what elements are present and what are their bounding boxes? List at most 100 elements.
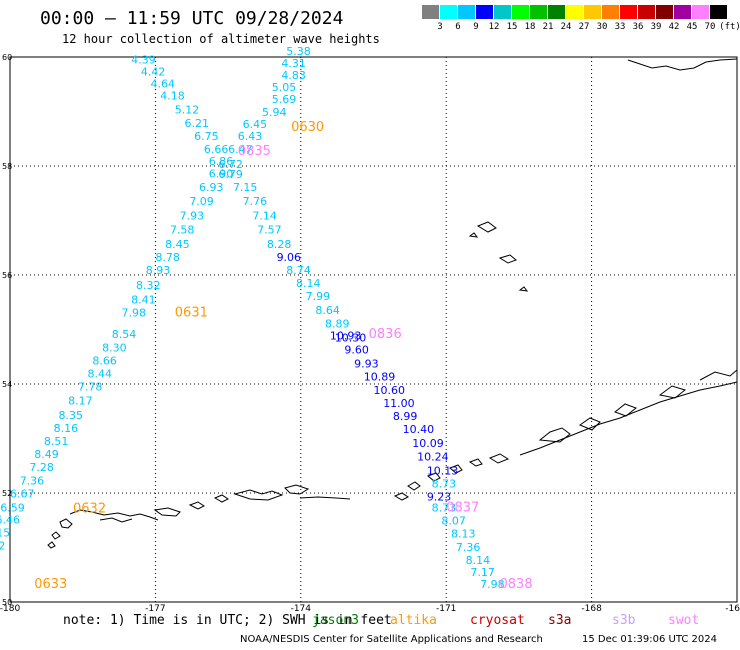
wave-height-value: 4.42 [141,66,166,79]
wave-height-value: 8.28 [267,238,292,251]
pass-time-label: 0838 [500,577,533,592]
wave-height-value: 7.76 [243,195,268,208]
legend-label: 21 [542,22,554,32]
wave-height-value: 7.09 [189,195,214,208]
lon-tick-label: -177 [145,604,165,614]
generated-timestamp: 15 Dec 01:39:06 UTC 2024 [582,634,717,645]
wave-height-value: 8.14 [296,277,321,290]
credit-line: NOAA/NESDIS Center for Satellite Applica… [240,634,543,645]
wave-height-value: 5.12 [175,104,200,117]
wave-height-value: 6.46 [0,514,20,527]
legend-unit: (ft) [719,22,740,32]
wave-height-value: 9.60 [344,343,369,356]
legend-label: 70 [704,22,716,32]
lat-tick-label: 50 [2,598,12,607]
legend-swatch [674,5,691,19]
pass-time-label: 0632 [73,502,106,517]
wave-height-value: 7.14 [252,209,276,222]
wave-height-value: 10.24 [417,450,449,463]
wave-height-value: 6.15 [0,527,10,540]
wave-height-value: 4.64 [151,78,176,91]
legend-swatch [638,5,655,19]
legend-label: 9 [473,22,479,32]
lon-tick-label: -171 [436,604,456,614]
legend-label: 42 [668,22,680,32]
legend-swatch [476,5,493,19]
wave-height-value: 8.73 [432,478,457,491]
mission-altika: altika [390,613,437,628]
wave-height-value: 10.13 [427,464,459,477]
legend-swatch [422,5,439,19]
legend-label: 18 [524,22,536,32]
lon-tick-label: -16 [725,604,740,614]
wave-height-value: 7.57 [257,224,282,237]
pass-time-label: 0837 [446,501,479,516]
mission-cryosat: cryosat [470,613,525,628]
lon-tick-label: -180 [0,604,20,614]
wave-height-value: 4.83 [281,69,306,82]
wave-height-value: 8.30 [102,341,127,354]
page-subtitle: 12 hour collection of altimeter wave hei… [62,32,380,46]
mission-s3a: s3a [548,613,572,628]
wave-height-value: 6.45 [243,118,268,131]
lon-tick-label: -174 [291,604,312,614]
wave-height-value: 6.47 [228,143,253,156]
wave-height-value: 6.67 [10,487,35,500]
wave-height-value: 6.93 [199,181,224,194]
pass-time-label: 0836 [369,327,402,342]
mission-s3b: s3b [612,613,636,628]
legend-swatch [602,5,619,19]
wave-height-value: 6.21 [184,117,209,130]
legend-swatch [530,5,547,19]
lat-tick-label: 58 [2,162,12,171]
wave-height-value: 7.93 [180,209,205,222]
legend-label: 12 [488,22,500,32]
wave-height-value: 8.51 [44,435,69,448]
wave-height-value: 6.32 [0,540,5,553]
wave-height-value: 5.94 [262,106,287,119]
legend-swatch [548,5,565,19]
lat-tick-label: 60 [2,53,12,62]
wave-height-value: 7.17 [470,566,495,579]
wave-height-value: 8.17 [68,395,93,408]
wave-height-value: 8.13 [451,528,476,541]
lat-tick-label: 56 [2,271,12,280]
wave-height-value: 6.75 [194,130,219,143]
mission-swot: swot [668,613,700,628]
legend-label: 6 [455,22,461,32]
wave-height-value: 9.06 [277,251,302,264]
wave-height-value: 8.41 [131,293,156,306]
pass-time-label: 0835 [238,144,271,159]
legend-swatch [440,5,457,19]
footnote: note: 1) Time is in UTC; 2) SWH is in fe… [63,613,392,628]
wave-height-value: 10.30 [335,331,367,344]
wave-height-value: 8.89 [325,317,350,330]
mission-jason3: jason3 [312,613,359,628]
wave-height-value: 8.07 [441,515,466,528]
wave-height-value: 5.38 [286,45,311,58]
altimeter-tracks: 4.394.424.644.185.126.216.756.666.866.90… [0,45,505,591]
legend-swatch [692,5,709,19]
wave-height-value: 7.36 [20,474,45,487]
legend-swatch [494,5,511,19]
wave-height-value: 7.98 [480,578,505,591]
wave-height-value: 10.40 [403,423,435,436]
legend-label: 36 [632,22,644,32]
wave-height-value: 5.69 [272,93,297,106]
wave-height-value: 9.23 [427,491,452,504]
wave-height-value: 8.32 [136,279,161,292]
wave-height-value: 4.18 [160,90,185,103]
wave-height-value: 6.66 [204,143,229,156]
legend-label: 27 [578,22,590,32]
legend-label: 39 [650,22,662,32]
time-labels: 0630 0835 0631 0836 0632 0837 0633 0838 [34,120,532,592]
wave-height-value: 8.78 [155,251,180,264]
wave-height-value: 8.35 [58,409,83,422]
wave-height-value: 6.79 [218,168,243,181]
legend-swatch [566,5,583,19]
wave-height-value: 10.93 [330,329,362,342]
track-b: 5.384.314.835.055.695.946.456.436.47 6.72… [218,45,504,591]
lat-tick-label: 54 [2,380,12,389]
legend-label: 3 [437,22,443,32]
